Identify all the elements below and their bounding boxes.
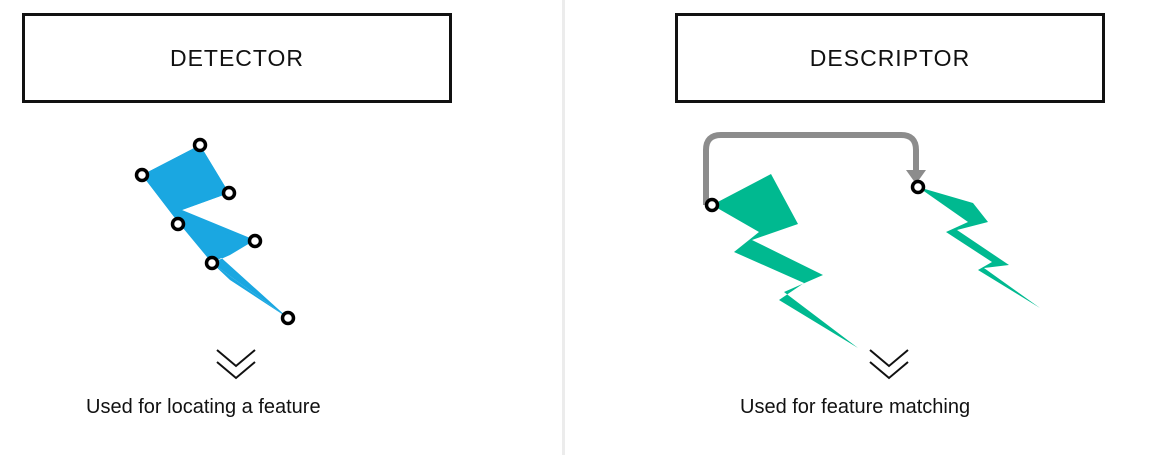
detector-illustration [134,137,296,380]
keypoint-marker [192,137,208,153]
match-arrow-head-icon [906,170,926,184]
keypoint-marker [247,233,263,249]
descriptor-title-box: DESCRIPTOR [675,13,1105,103]
detector-title-box: DETECTOR [22,13,452,103]
descriptor-keypoints [704,179,926,213]
keypoint-marker [280,310,296,326]
descriptor-panel: DESCRIPTOR Used for feature matching [566,0,1152,455]
descriptor-caption: Used for feature matching [740,396,971,418]
detector-lightning-body [142,145,288,318]
descriptor-illustration [703,132,1040,380]
descriptor-lightning-large [712,174,858,348]
descriptor-title: DESCRIPTOR [809,44,971,71]
keypoint-marker [204,255,220,271]
keypoint-marker [170,216,186,232]
detector-title: DETECTOR [169,44,305,71]
descriptor-lightning-small [918,187,1040,308]
chevron-down-icon [216,349,256,380]
detector-panel: DETECTOR Used for locating a feature [0,0,563,455]
detector-caption: Used for locating a feature [86,396,321,418]
chevron-down-icon [869,349,909,380]
keypoint-marker [910,179,926,195]
keypoint-marker [134,167,150,183]
keypoint-marker [704,197,720,213]
match-arrow-path [703,132,919,205]
panel-divider [562,0,565,455]
detector-keypoints [134,137,296,326]
keypoint-marker [221,185,237,201]
